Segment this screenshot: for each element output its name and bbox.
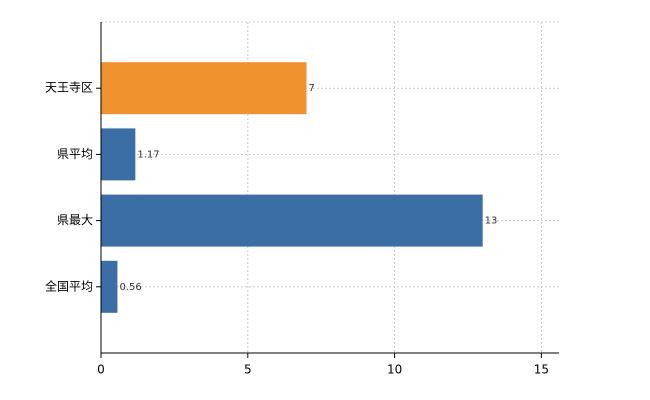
bar: [101, 194, 483, 247]
x-tick-label: 0: [97, 363, 105, 377]
y-tick-label: 全国平均: [45, 278, 93, 293]
y-tick-label: 天王寺区: [45, 81, 93, 95]
data-label: 7: [309, 83, 315, 94]
bar: [101, 62, 307, 115]
x-tick-label: 15: [534, 363, 549, 377]
bar: [101, 128, 136, 181]
data-label: 13: [485, 216, 498, 227]
bar: [101, 260, 118, 313]
data-label: 1.17: [137, 149, 159, 160]
y-tick-label: 県平均: [57, 147, 93, 161]
x-tick-label: 5: [244, 363, 252, 377]
x-tick-label: 10: [387, 363, 402, 377]
data-label: 0.56: [119, 282, 141, 293]
y-tick-label: 県最大: [57, 213, 93, 227]
